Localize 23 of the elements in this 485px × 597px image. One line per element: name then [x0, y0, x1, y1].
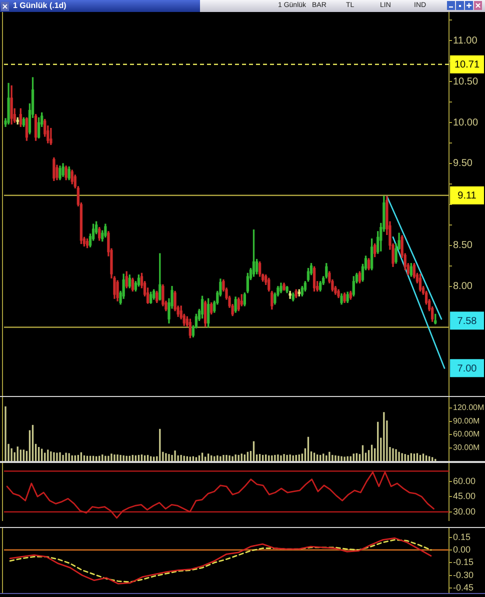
y-tick-label: -0.30	[453, 570, 474, 580]
chart-title: 1 Günlük (.1d)	[13, 1, 66, 11]
y-tick-label: 90.00M	[453, 416, 480, 426]
ref-line-label: 9.11	[458, 190, 477, 202]
y-tick-label: 9.50	[453, 158, 473, 170]
y-tick-label: 30.00	[453, 506, 476, 516]
y-tick-label: -0.45	[453, 582, 474, 592]
y-tick-label: 60.00	[453, 476, 476, 486]
y-tick-label: 11.00	[453, 35, 478, 46]
ref-line-label: 10.71	[454, 60, 480, 71]
y-tick-label: 60.00M	[453, 430, 480, 439]
y-tick-label: 120.00M	[453, 403, 484, 412]
y-tick-label: 0.00	[453, 544, 471, 554]
annotation: 7.58	[457, 316, 478, 327]
y-tick-label: 30.00M	[453, 442, 480, 452]
y-tick-label: 8.50	[453, 240, 473, 252]
y-tick-label: 8.00	[453, 281, 473, 292]
y-tick-label: 10.50	[453, 76, 478, 88]
y-tick-label: 45.00	[453, 491, 476, 502]
y-tick-label: 10.00	[453, 117, 478, 128]
y-tick-label: 0.15	[453, 532, 471, 542]
y-tick-label: -0.15	[453, 557, 474, 568]
annotation: 7.00	[457, 363, 478, 374]
